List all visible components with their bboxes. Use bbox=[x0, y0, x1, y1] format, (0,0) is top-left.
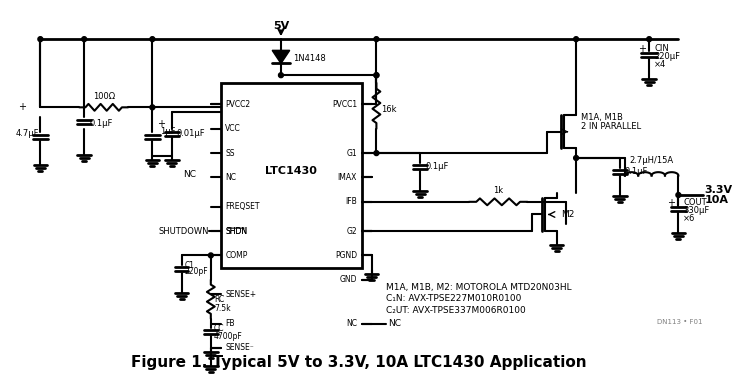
Text: 10A: 10A bbox=[705, 195, 728, 205]
Text: 3.3V: 3.3V bbox=[705, 185, 733, 195]
Circle shape bbox=[374, 37, 379, 42]
Text: M1A, M1B, M2: MOTOROLA MTD20N03HL: M1A, M1B, M2: MOTOROLA MTD20N03HL bbox=[386, 283, 572, 292]
Text: 100Ω: 100Ω bbox=[93, 92, 115, 101]
Text: PGND: PGND bbox=[335, 251, 357, 260]
Text: 4.7μF: 4.7μF bbox=[16, 129, 40, 138]
Text: COMP: COMP bbox=[226, 251, 248, 260]
Text: G1: G1 bbox=[346, 149, 357, 158]
Text: 220μF: 220μF bbox=[654, 52, 680, 61]
Bar bbox=[220, 83, 362, 268]
Text: NC: NC bbox=[183, 170, 196, 179]
Circle shape bbox=[676, 193, 681, 197]
Circle shape bbox=[38, 37, 43, 42]
Text: COUT: COUT bbox=[684, 198, 707, 207]
Text: 2 IN PARALLEL: 2 IN PARALLEL bbox=[581, 122, 641, 131]
Text: 0.1μF: 0.1μF bbox=[89, 119, 112, 128]
Circle shape bbox=[209, 253, 213, 258]
Text: 330μF: 330μF bbox=[684, 206, 709, 215]
Text: ×6: ×6 bbox=[684, 214, 695, 223]
Text: CIN: CIN bbox=[654, 44, 669, 53]
Polygon shape bbox=[272, 50, 290, 64]
Text: 220pF: 220pF bbox=[184, 268, 208, 277]
Text: RC: RC bbox=[215, 295, 225, 304]
Circle shape bbox=[573, 37, 578, 42]
Text: LTC1430: LTC1430 bbox=[265, 166, 317, 176]
Circle shape bbox=[150, 105, 155, 110]
Text: M2: M2 bbox=[562, 210, 575, 219]
Circle shape bbox=[374, 73, 379, 78]
Circle shape bbox=[374, 151, 379, 156]
Text: SS: SS bbox=[226, 149, 235, 158]
Text: ×4: ×4 bbox=[654, 60, 666, 69]
Text: SENSE+: SENSE+ bbox=[226, 290, 257, 299]
Text: 5V: 5V bbox=[273, 21, 289, 31]
Text: 4700pF: 4700pF bbox=[214, 332, 243, 341]
Text: IFB: IFB bbox=[345, 197, 357, 206]
Text: 0.1μF: 0.1μF bbox=[625, 167, 648, 176]
Text: NC: NC bbox=[388, 319, 401, 328]
Text: +: + bbox=[638, 44, 646, 54]
Text: GND: GND bbox=[340, 275, 357, 284]
Text: 1k: 1k bbox=[493, 186, 503, 195]
Text: FB: FB bbox=[226, 319, 235, 328]
Circle shape bbox=[279, 73, 284, 78]
Text: SHDN: SHDN bbox=[226, 227, 248, 236]
Circle shape bbox=[573, 156, 578, 160]
Circle shape bbox=[374, 73, 379, 78]
Text: SHUTDOWN: SHUTDOWN bbox=[158, 227, 209, 236]
Circle shape bbox=[647, 37, 652, 42]
Text: PVCC1: PVCC1 bbox=[331, 100, 357, 109]
Text: DN113 • F01: DN113 • F01 bbox=[657, 319, 703, 325]
Text: 0.01μF: 0.01μF bbox=[176, 129, 205, 138]
Text: IMAX: IMAX bbox=[337, 173, 357, 182]
Text: 7.5k: 7.5k bbox=[215, 305, 232, 314]
Text: 0.1μF: 0.1μF bbox=[425, 162, 448, 171]
Text: +: + bbox=[18, 102, 26, 112]
Text: CC: CC bbox=[214, 324, 224, 333]
Text: 1μF: 1μF bbox=[160, 127, 176, 136]
Text: M1A, M1B: M1A, M1B bbox=[581, 113, 623, 122]
Text: SHDN: SHDN bbox=[226, 227, 248, 236]
Text: C₂UT: AVX-TPSE337M006R0100: C₂UT: AVX-TPSE337M006R0100 bbox=[386, 306, 526, 315]
Text: C₁N: AVX-TPSE227M010R0100: C₁N: AVX-TPSE227M010R0100 bbox=[386, 294, 522, 303]
Text: VCC: VCC bbox=[226, 124, 241, 133]
Text: NC: NC bbox=[226, 173, 237, 182]
Text: FREQSET: FREQSET bbox=[226, 202, 260, 211]
Text: Figure 1. Typical 5V to 3.3V, 10A LTC1430 Application: Figure 1. Typical 5V to 3.3V, 10A LTC143… bbox=[131, 355, 587, 370]
Text: C1: C1 bbox=[184, 261, 195, 269]
Circle shape bbox=[82, 37, 87, 42]
Text: 16k: 16k bbox=[381, 105, 397, 114]
Text: NC: NC bbox=[346, 319, 357, 328]
Text: SENSE⁻: SENSE⁻ bbox=[226, 344, 254, 353]
Text: PVCC2: PVCC2 bbox=[226, 100, 251, 109]
Text: +: + bbox=[157, 119, 165, 129]
Text: +: + bbox=[667, 198, 675, 208]
Text: G2: G2 bbox=[346, 227, 357, 236]
Text: 1N4148: 1N4148 bbox=[293, 54, 326, 63]
Circle shape bbox=[150, 37, 155, 42]
Text: 2.7μH/15A: 2.7μH/15A bbox=[630, 156, 674, 165]
